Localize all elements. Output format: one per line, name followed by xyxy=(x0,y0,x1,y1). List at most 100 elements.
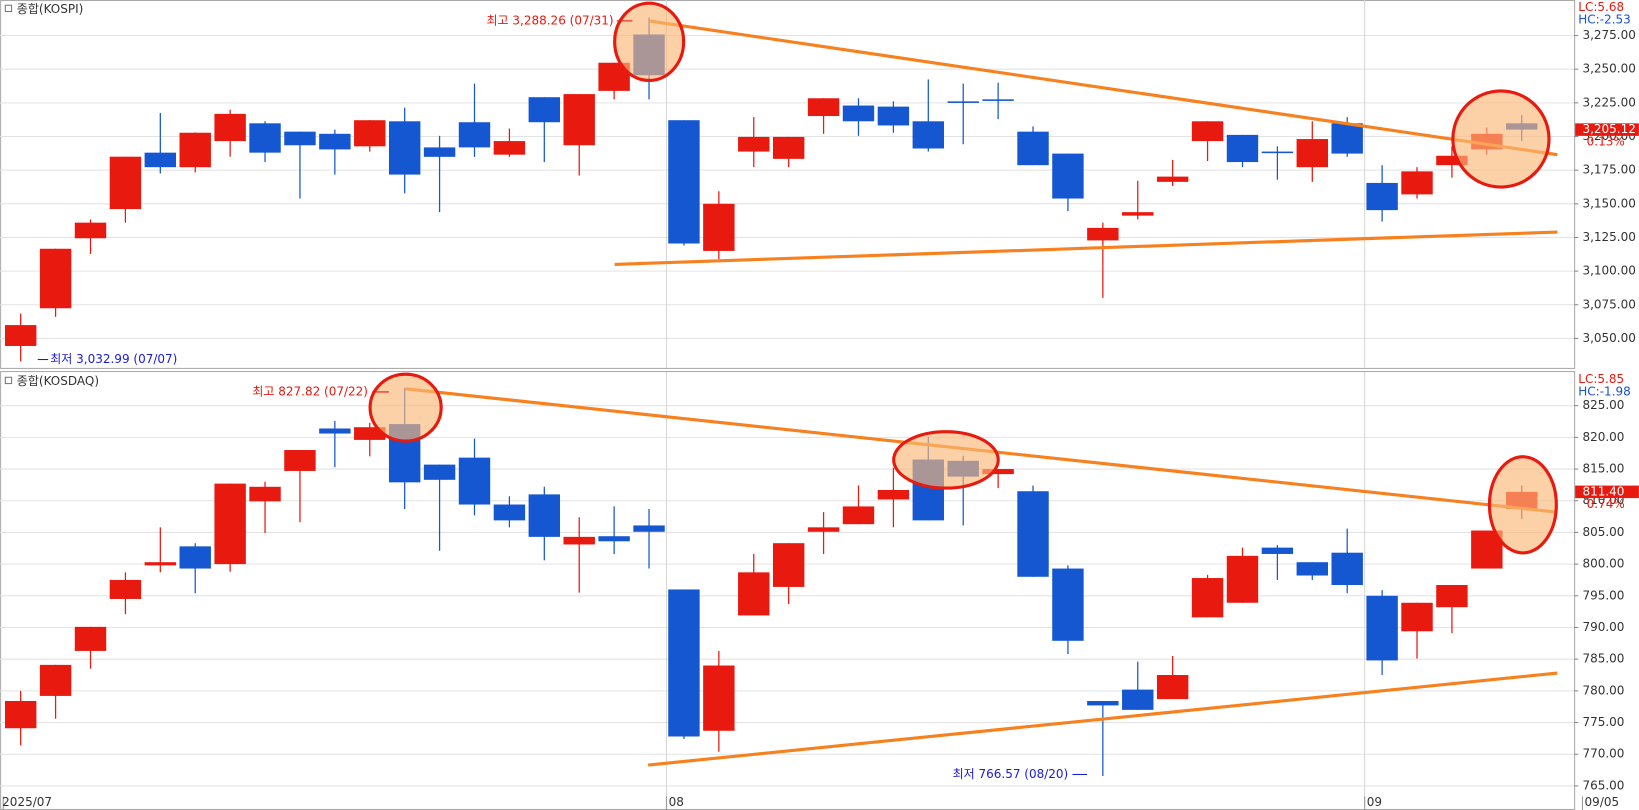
trend-line xyxy=(614,230,1558,266)
candle-body xyxy=(1226,134,1259,163)
candle-body xyxy=(1261,151,1294,154)
highlight-circle xyxy=(368,372,443,443)
candle-body xyxy=(982,469,1014,475)
candle-body xyxy=(1296,139,1329,168)
x-tick-label: 2025/07 xyxy=(2,795,52,809)
candle-body xyxy=(284,450,316,471)
candle-body xyxy=(1191,121,1224,142)
panel-frame xyxy=(0,371,1576,810)
candle-body xyxy=(179,546,211,569)
panel-icon xyxy=(4,4,13,13)
panel-frame xyxy=(0,0,1576,369)
candle-body xyxy=(598,536,630,542)
candle-body xyxy=(1436,585,1468,608)
x-tick-label: 09 xyxy=(1367,795,1382,809)
x-tick-label: 08 xyxy=(669,795,684,809)
candle-body xyxy=(1226,555,1259,603)
candle-body xyxy=(807,527,840,532)
y-tick-label: 3,175.00 xyxy=(1582,163,1635,177)
y-tick-label: 795.00 xyxy=(1582,588,1624,602)
candle-body xyxy=(214,113,246,142)
candle-body xyxy=(1087,227,1119,241)
candle-body xyxy=(1436,155,1468,166)
candle-body xyxy=(1122,212,1154,216)
highlight-circle xyxy=(1451,89,1551,189)
annotation: 최저 3,032.99 (07/07) xyxy=(50,352,177,366)
candle-body xyxy=(1331,552,1363,586)
candle-body xyxy=(249,123,281,153)
candle-body xyxy=(1122,689,1154,710)
y-tick-label: 815.00 xyxy=(1582,462,1624,476)
candle-body xyxy=(458,457,491,505)
candle-body xyxy=(877,489,910,500)
candle-body xyxy=(633,525,665,532)
highlight-circle xyxy=(1487,455,1558,555)
candle-body xyxy=(249,486,281,502)
candle-body xyxy=(563,536,595,545)
candle-body xyxy=(144,562,177,566)
annotation: 최고 3,288.26 (07/31) xyxy=(487,13,614,27)
y-tick-label: 3,150.00 xyxy=(1582,196,1635,210)
candle-body xyxy=(144,152,177,168)
candle-body xyxy=(1191,578,1224,618)
stat-label: HC:-1.98 xyxy=(1578,384,1631,398)
candle-body xyxy=(284,131,316,146)
y-tick-label: 785.00 xyxy=(1582,652,1624,666)
candle-body xyxy=(738,136,770,152)
last-price-label: 811.40 xyxy=(1582,484,1624,498)
candle-body xyxy=(738,572,770,616)
y-tick-label: 800.00 xyxy=(1582,557,1624,571)
candle-body xyxy=(772,136,805,159)
candle-body xyxy=(39,248,72,309)
last-price-tag xyxy=(1575,485,1639,499)
y-tick-label: 3,225.00 xyxy=(1582,95,1635,109)
y-tick-label: 790.00 xyxy=(1582,620,1624,634)
y-tick-label: 770.00 xyxy=(1582,747,1624,761)
candle-body xyxy=(668,120,700,244)
candle-body xyxy=(354,120,386,147)
candle-body xyxy=(4,700,37,729)
last-price-label: 3,205.12 xyxy=(1582,122,1635,136)
candle-body xyxy=(1296,562,1329,576)
panel-title: 종합(KOSPI) xyxy=(17,2,83,16)
candle-body xyxy=(493,504,526,521)
candle-body xyxy=(1087,700,1119,706)
candle-body xyxy=(423,147,456,157)
candle-body xyxy=(1017,491,1049,577)
candle-body xyxy=(1052,153,1084,199)
change-label: 0.74% xyxy=(1587,497,1625,511)
candle-body xyxy=(319,428,351,434)
candle-body xyxy=(423,464,456,480)
candle-body xyxy=(528,97,561,123)
candle-body xyxy=(842,506,875,525)
candle-body xyxy=(842,105,875,122)
y-tick-label: 765.00 xyxy=(1582,778,1624,792)
annotation: 최저 766.57 (08/20) xyxy=(953,767,1069,781)
candle-body xyxy=(74,626,107,651)
candle-body xyxy=(947,101,979,103)
y-tick-label: 3,075.00 xyxy=(1582,297,1635,311)
stat-label: LC:5.68 xyxy=(1578,0,1624,14)
candle-body xyxy=(1052,568,1084,641)
candle-body xyxy=(74,222,107,239)
panel-icon xyxy=(4,376,13,385)
candle-body xyxy=(1401,171,1433,195)
y-tick-label: 825.00 xyxy=(1582,398,1624,412)
candle-body xyxy=(563,94,595,146)
candle-body xyxy=(772,543,805,587)
panel-title: 종합(KOSDAQ) xyxy=(17,374,99,388)
annotations: 최고 3,288.26 (07/31) 최저 3,032.99 (07/07) … xyxy=(37,13,1088,781)
candle-body xyxy=(214,483,246,565)
candle-body xyxy=(388,121,421,175)
grid xyxy=(0,0,1583,810)
last-price-tag xyxy=(1575,123,1639,136)
y-tick-label: 805.00 xyxy=(1582,525,1624,539)
y-tick-label: 820.00 xyxy=(1582,430,1624,444)
y-tick-label: 3,050.00 xyxy=(1582,331,1635,345)
overlay xyxy=(368,1,1558,767)
candle-body xyxy=(458,122,491,148)
candle-body xyxy=(982,99,1014,101)
